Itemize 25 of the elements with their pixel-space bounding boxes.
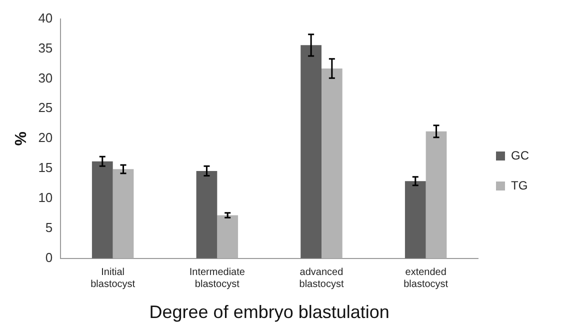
y-tick-label: 0 <box>45 250 53 265</box>
bar <box>92 161 113 258</box>
y-tick-label: 40 <box>38 10 53 26</box>
bar <box>112 169 134 258</box>
y-tick-label: 15 <box>38 160 53 176</box>
legend-label: GC <box>511 148 530 162</box>
y-tick-label: 20 <box>38 130 53 146</box>
y-tick-label: 25 <box>38 100 53 116</box>
y-tick-label: 5 <box>45 220 53 236</box>
bar <box>426 131 447 258</box>
bar <box>404 181 426 258</box>
bar <box>196 170 218 258</box>
x-tick-label: advanced blastocyst <box>299 267 344 290</box>
x-axis-title: Degree of embryo blastulation <box>149 302 390 322</box>
y-axis-title: % <box>13 131 30 146</box>
legend-label: TG <box>511 178 528 192</box>
x-tick-label: extended blastocyst <box>404 267 448 290</box>
y-tick-label: 35 <box>38 40 53 56</box>
y-tick-label: 30 <box>38 70 53 86</box>
bar <box>217 215 238 258</box>
bar <box>300 45 322 258</box>
x-tick-label: Initial blastocyst <box>90 267 136 290</box>
x-tick-label: Intermediate blastocyst <box>189 267 246 290</box>
bar <box>322 68 342 258</box>
y-tick-label: 10 <box>38 190 53 206</box>
